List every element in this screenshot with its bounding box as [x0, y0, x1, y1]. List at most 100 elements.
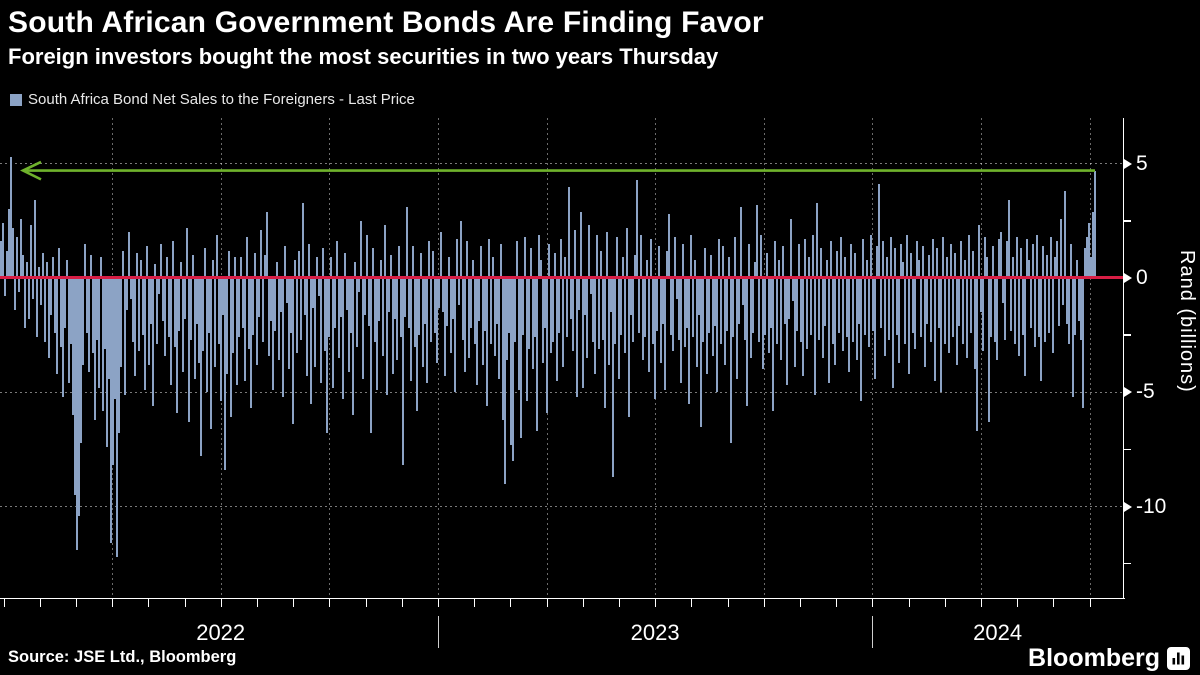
- data-bar: [904, 278, 906, 345]
- data-bar: [298, 250, 300, 278]
- data-bar: [90, 255, 92, 278]
- data-bar: [1038, 278, 1040, 338]
- data-bar: [86, 278, 88, 333]
- data-bar: [474, 278, 476, 345]
- data-bar: [650, 239, 652, 278]
- data-bar: [780, 278, 782, 361]
- y-axis-tick-label: -5: [1136, 380, 1155, 404]
- data-bar: [278, 278, 280, 361]
- year-divider: [872, 616, 874, 648]
- data-bar: [572, 278, 574, 352]
- data-bar: [606, 232, 608, 278]
- data-bar: [962, 278, 964, 345]
- data-bar: [630, 278, 632, 315]
- data-bar: [860, 278, 862, 402]
- data-bar: [248, 278, 250, 349]
- data-bar: [502, 278, 504, 420]
- data-bar: [844, 257, 846, 278]
- data-bar: [6, 250, 8, 278]
- data-bar: [334, 278, 336, 329]
- x-axis-month-tick: [474, 599, 476, 607]
- data-bar: [114, 278, 116, 400]
- data-bar: [930, 278, 932, 342]
- data-bar: [964, 259, 966, 278]
- data-bar: [132, 278, 134, 342]
- data-bar: [136, 252, 138, 278]
- data-bar: [330, 257, 332, 278]
- y-axis-line: [1123, 118, 1125, 599]
- data-bar: [498, 278, 500, 379]
- data-bar: [624, 278, 626, 354]
- data-bar: [230, 278, 232, 418]
- data-bar: [622, 257, 624, 278]
- data-bar: [1046, 255, 1048, 278]
- data-bar: [526, 278, 528, 402]
- data-bar: [494, 278, 496, 356]
- data-bar: [1034, 278, 1036, 347]
- data-bar: [722, 246, 724, 278]
- data-bar: [826, 259, 828, 278]
- data-bar: [362, 278, 364, 379]
- data-bar: [304, 278, 306, 315]
- data-bar: [1074, 278, 1076, 336]
- data-bar: [582, 278, 584, 388]
- data-bar: [660, 278, 662, 363]
- data-bar: [326, 278, 328, 434]
- data-bar: [730, 278, 732, 443]
- data-bar: [424, 278, 426, 324]
- data-bar: [524, 236, 526, 278]
- data-bar: [672, 278, 674, 352]
- data-bar: [742, 278, 744, 306]
- data-bar: [254, 252, 256, 278]
- data-bar: [652, 278, 654, 345]
- data-bar: [0, 241, 2, 278]
- data-bar: [1032, 243, 1034, 278]
- data-bar: [182, 278, 184, 372]
- data-bar: [176, 278, 178, 413]
- data-bar: [358, 278, 360, 292]
- source-note: Source: JSE Ltd., Bloomberg: [8, 648, 237, 666]
- x-axis-month-tick: [75, 599, 77, 607]
- data-bar: [550, 278, 552, 354]
- data-bar: [306, 278, 308, 377]
- data-bar: [84, 243, 86, 278]
- data-bar: [724, 278, 726, 365]
- data-bar: [64, 278, 66, 329]
- y-axis-minor-tick: [1124, 220, 1131, 222]
- data-bar: [590, 278, 592, 294]
- data-bar: [52, 257, 54, 278]
- data-bar: [434, 278, 436, 333]
- data-bar: [584, 278, 586, 315]
- data-bar: [946, 257, 948, 278]
- page-subtitle: Foreign investors bought the most securi…: [8, 44, 719, 69]
- data-bar: [544, 278, 546, 329]
- data-bar: [972, 250, 974, 278]
- data-bar: [876, 246, 878, 278]
- data-bar: [448, 257, 450, 278]
- data-bar: [794, 278, 796, 368]
- data-bar: [812, 234, 814, 278]
- data-bar: [808, 257, 810, 278]
- data-bar: [80, 278, 82, 443]
- data-bar: [898, 278, 900, 363]
- data-bar: [318, 278, 320, 297]
- data-bar: [348, 278, 350, 372]
- data-bar: [614, 278, 616, 345]
- data-bar: [112, 278, 114, 466]
- data-bar: [156, 278, 158, 345]
- data-bar: [370, 278, 372, 434]
- x-axis-month-tick: [220, 599, 222, 607]
- data-bar: [208, 278, 210, 333]
- data-bar: [410, 278, 412, 381]
- data-bar: [1060, 218, 1062, 278]
- data-bar: [332, 278, 334, 388]
- data-bar: [786, 278, 788, 386]
- data-bar: [218, 278, 220, 345]
- data-bar: [124, 278, 126, 395]
- data-bar: [1012, 257, 1014, 278]
- data-bar: [828, 278, 830, 384]
- data-bar: [1092, 211, 1094, 278]
- data-bar: [920, 278, 922, 338]
- data-bar: [986, 257, 988, 278]
- data-bar: [430, 278, 432, 342]
